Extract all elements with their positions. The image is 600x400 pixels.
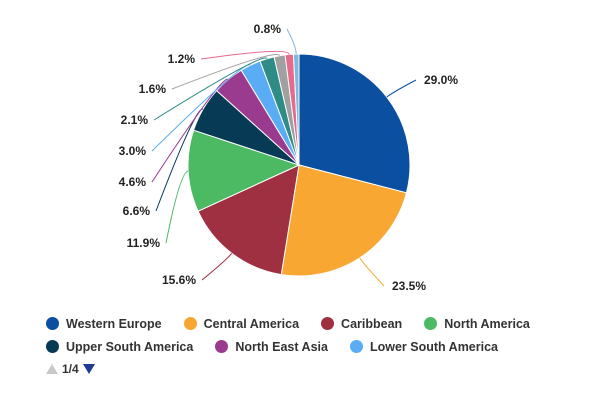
slice-percent-label: 6.6%	[123, 204, 151, 218]
slice-percent-label: 11.9%	[127, 236, 161, 250]
legend-swatch	[46, 317, 59, 330]
slice-percent-label: 1.2%	[168, 52, 196, 66]
pie-slice[interactable]	[292, 53, 300, 166]
legend-swatch	[424, 317, 438, 330]
legend-item-western-europe[interactable]: Western Europe	[46, 317, 162, 331]
leader-line	[153, 57, 268, 121]
legend-label: Upper South America	[66, 339, 194, 354]
legend-swatch	[215, 340, 229, 353]
leader-line	[201, 252, 233, 281]
legend-swatch	[349, 340, 363, 353]
pie-slice[interactable]	[197, 164, 300, 276]
slice-percent-label: 4.6%	[119, 175, 147, 189]
pie-slice[interactable]	[298, 53, 411, 194]
legend-swatch	[321, 317, 335, 330]
legend-label: North America	[444, 316, 530, 331]
pager-up-arrow-icon[interactable]	[46, 364, 58, 374]
leader-line	[171, 53, 281, 90]
slice-percent-label: 29.0%	[424, 73, 458, 87]
legend-label: Caribbean	[341, 316, 403, 331]
slice-percent-label: 0.8%	[254, 22, 282, 36]
legend-item-upper-south-america[interactable]: Upper South America	[46, 340, 193, 354]
legend-swatch	[46, 340, 59, 353]
legend-item-caribbean[interactable]: Caribbean	[321, 317, 402, 331]
pie-slices	[187, 53, 411, 277]
legend-swatch	[183, 317, 197, 330]
leader-line	[151, 78, 229, 183]
legend-label: North East Asia	[235, 339, 328, 354]
leader-line	[359, 257, 385, 287]
legend-label: Lower South America	[369, 339, 499, 354]
legend-item-central-america[interactable]: Central America	[183, 316, 300, 331]
legend-row: Western Europe Central America Caribbean…	[46, 312, 586, 335]
leader-line	[286, 28, 297, 55]
pager-page-number: 1/4	[62, 362, 79, 376]
slice-percent-label: 1.6%	[139, 82, 167, 96]
legend-item-north-america[interactable]: North America	[424, 317, 530, 331]
legend-item-lower-south-america[interactable]: Lower South America	[349, 339, 499, 354]
pie-chart: 29.0% 23.5% 15.6% 11.9% 6.6% 4.6% 3.0% 2.1% 1.6%…	[119, 22, 459, 293]
legend-item-north-east-asia[interactable]: North East Asia	[215, 340, 328, 354]
leader-lines	[151, 28, 417, 287]
slice-percent-label: 23.5%	[392, 279, 426, 293]
pager-down-arrow-icon[interactable]	[82, 364, 95, 374]
pie-slice[interactable]	[280, 164, 408, 277]
leader-line	[200, 50, 290, 60]
legend-label: Central America	[203, 316, 300, 331]
legend-label: Western Europe	[66, 316, 162, 331]
slice-percent-label: 2.1%	[121, 113, 149, 127]
slice-percent-label: 15.6%	[162, 273, 196, 287]
slice-labels: 29.0% 23.5% 15.6% 11.9% 6.6% 4.6% 3.0% 2.1% 1.6%…	[119, 22, 459, 293]
legend-pager: 1/4	[46, 362, 95, 376]
legend: Western Europe Central America Caribbean…	[46, 312, 586, 358]
slice-percent-label: 3.0%	[119, 144, 147, 158]
leader-line	[165, 170, 189, 244]
leader-line	[386, 79, 417, 98]
legend-row: Upper South America North East Asia Lowe…	[46, 335, 586, 358]
